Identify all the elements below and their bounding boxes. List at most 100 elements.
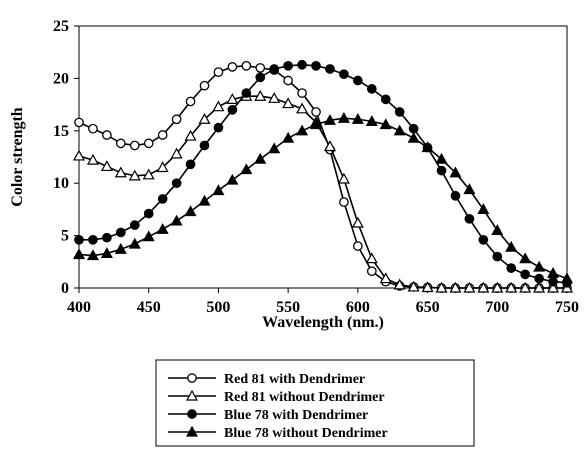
data-point	[366, 266, 377, 277]
data-point	[408, 123, 419, 134]
legend-label: Red 81 without Dendrimer	[224, 390, 385, 405]
y-tick-label: 20	[53, 70, 69, 87]
data-point	[311, 107, 321, 117]
data-point	[407, 280, 420, 292]
y-tick-label: 10	[53, 175, 69, 192]
x-tick-label: 400	[67, 299, 91, 316]
plot-area	[78, 25, 568, 289]
data-point	[478, 234, 489, 245]
data-point	[520, 269, 531, 280]
data-point	[505, 240, 518, 252]
data-point	[185, 159, 196, 170]
data-point	[143, 208, 154, 219]
data-point	[72, 149, 86, 161]
data-point	[170, 214, 183, 226]
legend: Red 81 with Dendrimer Red 81 without Dend…	[168, 372, 388, 441]
data-point	[506, 263, 517, 273]
data-point	[102, 130, 112, 140]
legend-item: Blue 78 without Dendrimer	[168, 425, 388, 441]
data-point	[365, 252, 378, 264]
data-point	[393, 124, 406, 136]
data-point	[143, 138, 154, 149]
data-point	[435, 281, 448, 293]
legend-item: Red 81 with Dendrimer	[168, 372, 365, 387]
data-point	[339, 197, 349, 207]
data-point	[268, 142, 281, 154]
data-point	[296, 124, 309, 136]
data-point	[171, 178, 182, 189]
data-point	[86, 249, 99, 261]
data-point	[128, 237, 141, 249]
data-point	[213, 122, 224, 133]
legend-item: Blue 78 with Dendrimer	[168, 408, 368, 423]
series-layer	[72, 59, 574, 293]
data-point	[534, 273, 544, 284]
legend-label: Blue 78 with Dendrimer	[224, 408, 368, 423]
legend-label: Red 81 with Dendrimer	[224, 372, 365, 387]
data-point	[199, 80, 210, 91]
data-point	[548, 276, 558, 287]
data-point	[464, 213, 475, 224]
data-point	[505, 281, 518, 293]
data-point	[283, 60, 293, 71]
legend-marker	[185, 389, 199, 401]
data-point	[311, 60, 321, 71]
data-point	[394, 107, 405, 117]
data-point	[351, 216, 364, 228]
data-point	[254, 89, 267, 101]
data-point	[241, 60, 252, 71]
data-point	[421, 281, 434, 293]
data-point	[170, 147, 183, 159]
data-point	[477, 203, 490, 214]
data-point	[323, 114, 336, 125]
data-point	[241, 88, 252, 98]
data-point	[255, 72, 266, 83]
data-point	[393, 278, 406, 290]
data-point	[254, 152, 267, 164]
data-point	[129, 140, 140, 151]
data-point	[325, 64, 335, 74]
data-point	[519, 281, 532, 293]
legend-marker	[187, 373, 197, 383]
x-tick-label: 450	[137, 299, 161, 316]
data-point	[268, 92, 281, 103]
data-point	[449, 166, 462, 178]
data-point	[198, 194, 211, 206]
data-point	[142, 230, 155, 242]
data-point	[74, 234, 84, 245]
data-point	[100, 160, 113, 172]
y-tick-label: 25	[53, 18, 69, 35]
data-point	[74, 117, 84, 128]
x-tick-label: 600	[346, 299, 370, 316]
data-point	[227, 62, 238, 72]
legend-item: Red 81 without Dendrimer	[168, 389, 385, 405]
y-axis-title: Color strength	[9, 107, 26, 207]
legend-marker	[185, 425, 199, 437]
data-point	[115, 227, 126, 238]
data-point	[86, 153, 99, 165]
x-axis: 400 450 500 550 600 650 700 750	[67, 288, 579, 316]
data-point	[547, 267, 560, 278]
data-point	[407, 131, 420, 143]
data-point	[128, 169, 141, 181]
series-4	[72, 111, 574, 284]
y-tick-label: 0	[61, 280, 69, 297]
x-axis-title: Wavelength (nm.)	[262, 314, 384, 331]
data-point	[156, 223, 169, 234]
data-point	[184, 129, 197, 141]
legend-label: Blue 78 without Dendrimer	[224, 426, 388, 441]
data-point	[366, 84, 377, 94]
data-point	[184, 205, 197, 217]
data-point	[157, 130, 168, 140]
data-point	[102, 232, 112, 243]
data-point	[547, 281, 560, 293]
data-point	[297, 88, 307, 98]
data-point	[435, 152, 448, 164]
y-tick-label: 15	[53, 123, 69, 140]
data-point	[533, 281, 546, 293]
data-point	[72, 248, 86, 260]
data-point	[519, 252, 532, 264]
data-point	[297, 59, 307, 70]
data-point	[477, 281, 490, 293]
data-point	[323, 140, 336, 152]
